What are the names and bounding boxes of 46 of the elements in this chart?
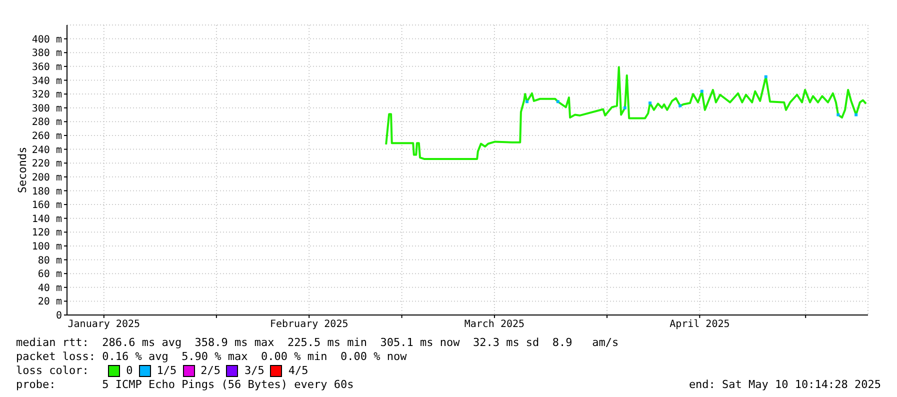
text: packet loss: 0.16 % avg 5.90 % max 0.00 % min 0.00 % now: [16, 350, 408, 364]
y-tick-label: 120 m: [32, 228, 62, 239]
point: [854, 113, 858, 116]
line-series: [385, 66, 868, 160]
legend-label: 4/5: [288, 364, 308, 378]
y-tick-label: 280 m: [32, 117, 62, 128]
y-tick-label: 0: [56, 310, 62, 322]
y-tick-label: 300 m: [32, 103, 62, 114]
point: [648, 102, 652, 105]
x-tick-label: January 2025: [68, 319, 140, 330]
legend-label: 3/5: [244, 364, 264, 378]
y-tick-label: 200 m: [32, 172, 62, 184]
legend-title: loss color:: [16, 364, 90, 378]
text: end: Sat May 10 10:14:28 2025: [688, 378, 881, 392]
legend-label: 0: [126, 364, 133, 378]
point: [556, 100, 560, 104]
y-axis-title: Seconds: [16, 146, 29, 194]
y-tick-label: 360 m: [32, 62, 62, 73]
text: median rtt: 286.6 ms avg 358.9 ms max 225.5 ms min 305.1 ms now 32.3 ms sd 8.9 am/s: [16, 336, 620, 350]
point: [678, 104, 682, 108]
y-tick-label: 40 m: [38, 282, 62, 294]
point: [836, 113, 840, 116]
y-tick-label: 160 m: [32, 200, 62, 212]
y-tick-label: 320 m: [32, 90, 62, 101]
y-tick-label: 260 m: [32, 131, 62, 142]
y-tick-label: 340 m: [32, 76, 62, 87]
point: [764, 75, 768, 78]
y-tick-label: 140 m: [32, 214, 62, 225]
y-tick-label: 60 m: [38, 269, 62, 280]
x-tick-label: April 2025: [670, 319, 730, 330]
y-tick-label: 20 m: [38, 296, 62, 308]
point: [700, 90, 704, 93]
y-tick-label: 220 m: [32, 158, 62, 170]
legend-label: 1/5: [156, 364, 177, 378]
text: probe: 5 ICMP Echo Pings (56 Bytes) every 60s: [16, 378, 354, 392]
y-tick-label: 180 m: [32, 186, 62, 198]
y-tick-label: 380 m: [32, 48, 62, 60]
x-tick-label: March 2025: [464, 319, 525, 330]
y-tick-label: 400 m: [32, 34, 62, 46]
y-tick-label: 100 m: [32, 242, 62, 252]
legend-label: 2/5: [200, 364, 220, 378]
x-tick-label: February 2025: [270, 319, 348, 330]
point: [526, 100, 529, 104]
point: [623, 106, 626, 110]
y-tick-label: 240 m: [32, 144, 62, 156]
y-tick-label: 80 m: [38, 255, 62, 266]
